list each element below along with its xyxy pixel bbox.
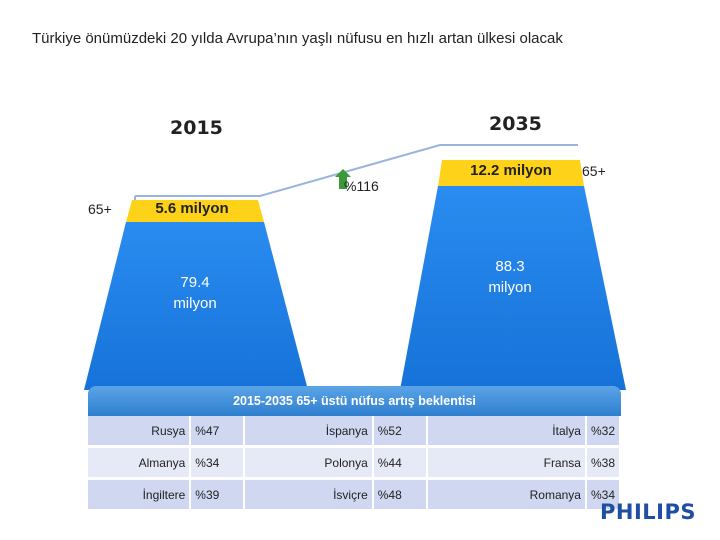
country-cell: İtalya [426, 416, 586, 448]
value-cell: %38 [584, 446, 622, 480]
table-row: Rusya %47 İspanya %52 İtalya %32 [88, 416, 622, 448]
total-2015-unit: milyon [173, 295, 217, 312]
country-cell: Almanya [88, 446, 191, 480]
growth-table: Rusya %47 İspanya %52 İtalya %32 Almanya… [88, 416, 622, 512]
pyramid-2035-elderly [438, 160, 584, 186]
value-cell: %52 [371, 416, 428, 448]
value-cell: %47 [189, 416, 246, 448]
value-cell: %34 [189, 446, 246, 480]
table-row: İngiltere %39 İsviçre %48 Romanya %34 [88, 478, 622, 512]
growth-percentage: %116 [344, 178, 379, 194]
country-cell: İspanya [244, 416, 373, 448]
pyramid-2035-total [400, 186, 626, 390]
value-cell: %48 [371, 478, 428, 512]
pyramid-2015-total [84, 222, 308, 390]
year-2015: 2015 [170, 117, 223, 139]
country-cell: Polonya [244, 446, 373, 480]
total-2035-unit: milyon [488, 279, 532, 296]
table-row: Almanya %34 Polonya %44 Fransa %38 [88, 446, 622, 480]
country-cell: Rusya [88, 416, 191, 448]
country-cell: İsviçre [244, 478, 373, 512]
table-header: 2015-2035 65+ üstü nüfus artış beklentis… [88, 386, 621, 416]
pyramid-2015-elderly [126, 200, 264, 222]
age-label-2035: 65+ [582, 163, 606, 179]
total-2035-number: 88.3 [495, 258, 525, 275]
total-2015-number: 79.4 [180, 274, 210, 291]
year-2035: 2035 [489, 113, 542, 135]
total-2035-value: 88.3 milyon [450, 256, 570, 298]
value-cell: %32 [584, 416, 622, 448]
elderly-2035-value: 12.2 milyon [470, 162, 552, 179]
slide-title: Türkiye önümüzdeki 20 yılda Avrupa’nın y… [32, 30, 563, 47]
elderly-2015-value: 5.6 milyon [155, 200, 229, 217]
value-cell: %34 [584, 478, 622, 512]
value-cell: %39 [189, 478, 246, 512]
philips-logo: PHILIPS [600, 500, 696, 524]
value-cell: %44 [371, 446, 428, 480]
country-cell: Romanya [426, 478, 586, 512]
connector-line [135, 144, 578, 197]
country-cell: Fransa [426, 446, 586, 480]
country-cell: İngiltere [88, 478, 191, 512]
age-label-2015: 65+ [88, 201, 112, 217]
total-2015-value: 79.4 milyon [140, 272, 250, 314]
up-arrow-icon [335, 169, 351, 189]
